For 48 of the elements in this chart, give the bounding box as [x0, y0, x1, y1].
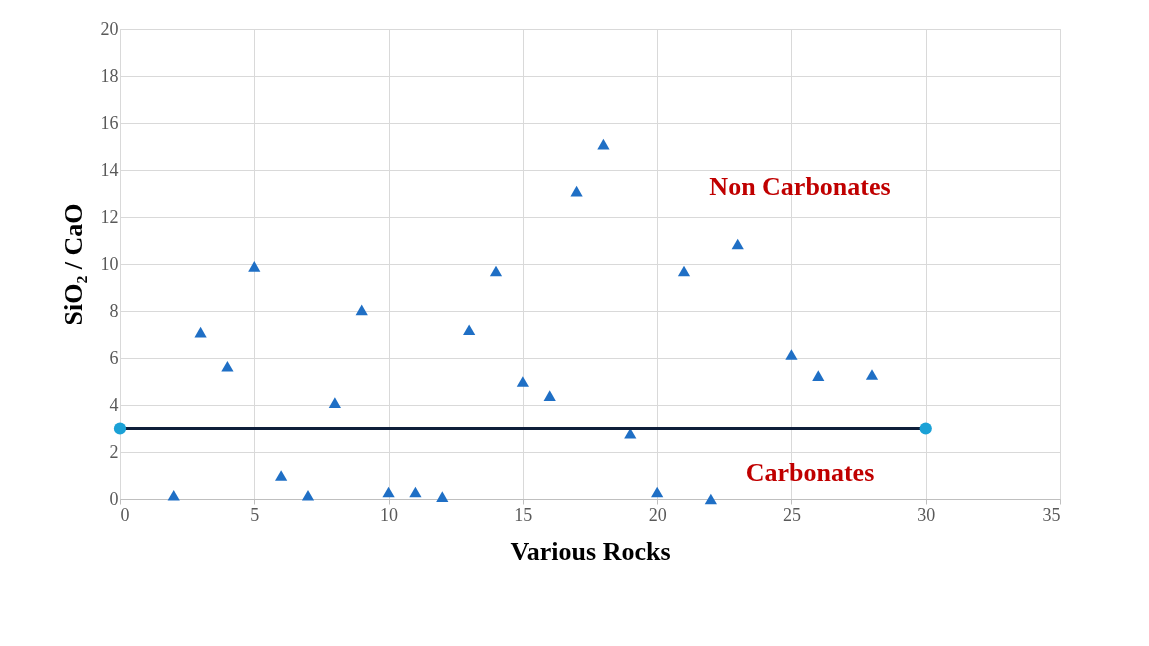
y-tick-label: 18: [100, 65, 119, 86]
x-tick-label: 15: [514, 504, 533, 525]
point: [194, 326, 207, 338]
point: [785, 349, 798, 360]
x-tick-label: 5: [250, 504, 260, 525]
point: [328, 397, 341, 408]
point: [221, 360, 234, 372]
point: [489, 265, 503, 277]
point: [248, 261, 261, 272]
point: [113, 422, 127, 435]
point: [355, 304, 368, 316]
point: [597, 138, 610, 150]
point: [865, 369, 879, 380]
annotation: Non Carbonates: [709, 172, 891, 201]
y-tick-label: 2: [109, 441, 119, 462]
y-tick-label: 12: [100, 206, 119, 227]
point: [731, 238, 744, 250]
y-tick-label: 14: [100, 159, 119, 180]
point: [919, 422, 932, 435]
y-tick-label: 6: [109, 347, 119, 368]
point: [463, 324, 476, 336]
point: [275, 470, 288, 481]
y-tick-label: 0: [109, 488, 119, 509]
y-tick-label: 8: [109, 300, 119, 321]
y-tick-label: 16: [100, 112, 119, 133]
x-axis-title: Various Rocks: [510, 536, 671, 566]
point: [409, 486, 422, 498]
point: [436, 491, 449, 502]
annotation: Carbonates: [745, 458, 875, 487]
point: [543, 390, 556, 401]
y-tick-label: 4: [109, 394, 119, 415]
point: [704, 493, 717, 505]
y-tick-label: 20: [100, 18, 119, 39]
point: [301, 489, 315, 501]
point: [167, 489, 180, 501]
point: [812, 370, 825, 381]
x-tick-label: 20: [648, 504, 667, 525]
x-tick-label: 35: [1042, 504, 1061, 525]
point: [651, 486, 664, 498]
point: [677, 265, 691, 277]
y-axis-title: SiO₂ / CaO: [58, 203, 88, 326]
x-tick-label: 30: [917, 504, 936, 525]
y-tick-label: 10: [100, 253, 119, 274]
point: [382, 486, 395, 498]
x-tick-label: 25: [782, 504, 801, 525]
x-tick-label: 10: [380, 504, 399, 525]
point: [516, 376, 529, 387]
point: [570, 185, 583, 197]
